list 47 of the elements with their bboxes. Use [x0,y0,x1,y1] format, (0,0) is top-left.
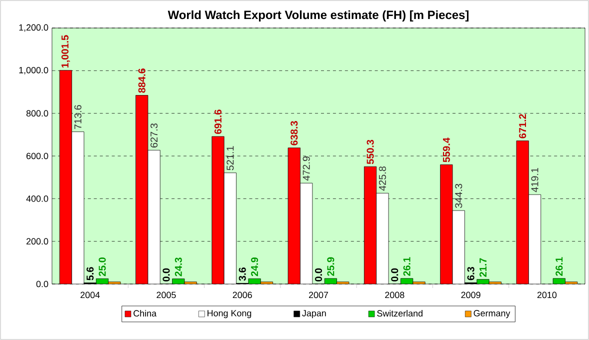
data-label: 0.0 [391,268,398,282]
data-label: 550.3 [366,140,374,164]
data-label: 26.1 [556,257,563,276]
data-label: 472.9 [302,156,310,181]
data-label: 627.3 [150,123,158,148]
data-label: 21.7 [480,258,486,277]
data-label: 25.0 [98,257,106,276]
y-tick-label: 0.0 [36,280,48,288]
x-tick-label: 2004 [80,292,100,298]
data-label: 419.1 [531,168,538,192]
x-tick-label: 2006 [232,292,252,298]
data-label: 638.3 [290,121,298,146]
data-label: 0.0 [162,268,170,282]
data-label: 425.8 [378,166,386,191]
data-label: 6.3 [467,266,474,280]
legend-label: Switzerland [377,310,422,317]
legend-label: Germany [474,310,510,318]
data-label: 24.9 [251,257,258,276]
x-tick-label: 2010 [537,292,557,298]
data-label: 5.6 [86,267,94,280]
y-tick-label: 1,000.0 [19,66,48,74]
data-label: 25.9 [327,257,334,276]
x-tick-label: 2008 [385,292,404,298]
x-tick-label: 2009 [461,292,480,298]
data-label: 521.1 [226,146,234,170]
y-tick-label: 800.0 [26,110,48,117]
legend-label: Hong Kong [208,310,252,318]
legend-label: Japan [302,310,326,318]
data-label: 0.0 [314,268,322,282]
data-label: 884.6 [138,68,146,93]
x-tick-label: 2007 [308,292,328,298]
data-label: 691.6 [214,110,222,134]
x-tick-label: 2005 [156,292,176,298]
chart-title: World Watch Export Volume estimate (FH) [m Pieces] [168,10,469,22]
data-label: 24.3 [174,258,182,276]
data-label: 559.4 [442,138,450,162]
data-label: 3.6 [238,268,246,281]
y-tick-label: 1,200.0 [19,24,48,32]
data-label: 671.2 [519,114,526,138]
data-label: 26.1 [403,257,410,276]
y-tick-label: 400.0 [26,195,48,202]
y-tick-label: 600.0 [26,152,48,160]
legend-label: China [134,310,157,317]
data-label: 1,001.5 [61,35,70,68]
data-label: 713.6 [74,105,82,130]
data-label: 344.3 [455,184,462,208]
y-tick-label: 200.0 [26,238,48,245]
